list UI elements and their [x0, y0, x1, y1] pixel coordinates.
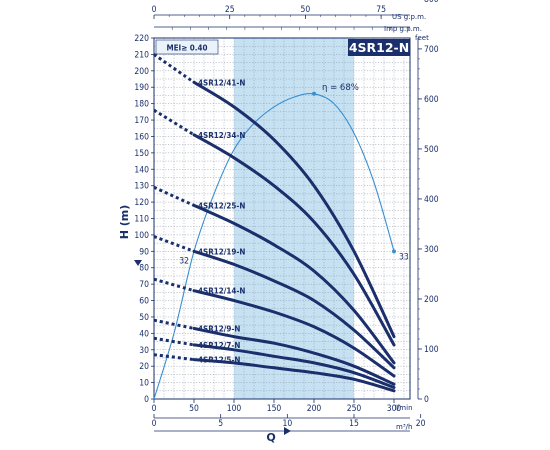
y-tick-label: 120 — [134, 198, 149, 208]
chart-marks: 0 50 100 150 200 250 3000102030405060708090100… — [134, 0, 439, 435]
curve-dashed-segment — [153, 277, 195, 293]
m3h-tick-label: 5 — [218, 419, 223, 429]
feet-tick-label: 700 — [424, 45, 439, 55]
x-tick-label: 250 — [347, 404, 362, 414]
curve-label: 4SR12/19-N — [198, 247, 245, 256]
feet-tick-label: 400 — [424, 195, 439, 205]
y-tick-label: 210 — [134, 50, 149, 60]
curve-solid-segment — [192, 249, 396, 370]
top-axis-unit-imp: Imp g.p.m. — [384, 25, 422, 33]
curve-solid-segment — [192, 80, 396, 339]
bottom-axis-unit-lmin: l/min — [395, 404, 413, 412]
m3h-tick-label: 10 — [282, 419, 292, 429]
curve-dashed-segment — [153, 318, 195, 330]
x-tick-label: 150 — [267, 404, 282, 414]
y-tick-label: 110 — [134, 215, 149, 225]
y-tick-label: 50 — [139, 313, 149, 323]
y-tick-label: 190 — [134, 83, 149, 93]
y-tick-label: 30 — [139, 346, 149, 356]
efficiency-end-point — [392, 249, 396, 254]
feet-tick-label: 300 — [424, 245, 439, 255]
y-tick-label: 10 — [139, 379, 149, 389]
y-tick-label: 80 — [139, 264, 149, 274]
curve-dashed-segment — [153, 336, 195, 347]
feet-tick-label: 100 — [424, 345, 439, 355]
y-tick-label: 140 — [134, 165, 149, 175]
y-tick-label: 200 — [134, 67, 149, 77]
x-tick-label: 300 — [387, 404, 402, 414]
m3h-tick-label: 0 — [152, 419, 157, 429]
y-tick-label: 100 — [134, 231, 149, 241]
feet-tick-label: 200 — [424, 295, 439, 305]
x-tick-label: 50 — [189, 404, 199, 414]
efficiency-left-label: 32 — [179, 256, 189, 266]
y-tick-label: 130 — [134, 182, 149, 192]
us-gpm-tick-label: 25 — [225, 5, 235, 15]
y-tick-label: 160 — [134, 132, 149, 142]
curve-dashed-segment — [153, 53, 195, 84]
curve-solid-segment — [192, 133, 396, 347]
title-badge-box — [348, 39, 410, 56]
curve-label: 4SR12/7-N — [198, 341, 240, 350]
mei-badge-box — [155, 39, 219, 55]
y-tick-label: 20 — [139, 362, 149, 372]
curve-label: 4SR12/9-N — [198, 324, 240, 333]
curve-dashed-segment — [153, 108, 195, 137]
top-axis-unit-us: US g.p.m. — [392, 13, 426, 21]
curve-label: 4SR12/34-N — [198, 131, 245, 140]
x-tick-label: 0 — [152, 404, 157, 414]
feet-tick-label: 800 — [424, 0, 439, 5]
curve-dashed-segment — [153, 185, 195, 207]
efficiency-peak-point — [312, 91, 316, 96]
h-arrow-icon — [134, 260, 142, 266]
feet-tick-label: 0 — [424, 395, 429, 405]
curve-solid-segment — [192, 326, 396, 386]
bottom-axis-unit-m3h: m³/h — [396, 423, 412, 431]
curve-solid-segment — [192, 289, 396, 378]
chart-title: 4SR12-N — [349, 40, 409, 55]
efficiency-curve — [153, 92, 395, 400]
y-tick-label: 70 — [139, 280, 149, 290]
curve-label: 4SR12/25-N — [198, 201, 245, 210]
y-tick-label: 40 — [139, 329, 149, 339]
x-tick-label: 200 — [307, 404, 322, 414]
mei-badge-label: MEI≥ 0.40 — [166, 44, 207, 53]
feet-tick-label: 600 — [424, 95, 439, 105]
y-tick-label: 90 — [139, 247, 149, 257]
y-tick-label: 0 — [144, 395, 149, 405]
m3h-tick-label: 15 — [349, 419, 359, 429]
y-tick-label: 180 — [134, 100, 149, 110]
y-tick-label: 60 — [139, 297, 149, 307]
right-axis-unit-feet: feet — [415, 34, 429, 42]
efficiency-label: η = 68% — [322, 83, 359, 93]
y-tick-label: 150 — [134, 149, 149, 159]
q-arrow-icon — [284, 427, 291, 435]
curve-label: 4SR12/14-N — [198, 287, 245, 296]
y-tick-label: 170 — [134, 116, 149, 126]
us-gpm-tick-label: 50 — [301, 5, 311, 15]
curve-solid-segment — [192, 343, 396, 389]
feet-tick-label: 500 — [424, 145, 439, 155]
curve-label: 4SR12/5-N — [198, 356, 240, 365]
curve-solid-segment — [192, 203, 396, 365]
us-gpm-tick-label: 75 — [376, 5, 386, 15]
m3h-tick-label: 20 — [416, 419, 426, 429]
x-tick-label: 100 — [227, 404, 242, 414]
y-tick-label: 220 — [134, 34, 149, 44]
efficiency-right-label: 33 — [399, 252, 409, 262]
x-axis-label: Q — [266, 431, 275, 444]
curve-label: 4SR12/41-N — [198, 78, 245, 87]
curve-dashed-segment — [153, 353, 195, 362]
curve-dashed-segment — [153, 235, 195, 253]
y-axis-label: H (m) — [118, 205, 131, 240]
curve-solid-segment — [192, 358, 396, 393]
us-gpm-tick-label: 0 — [152, 5, 157, 15]
